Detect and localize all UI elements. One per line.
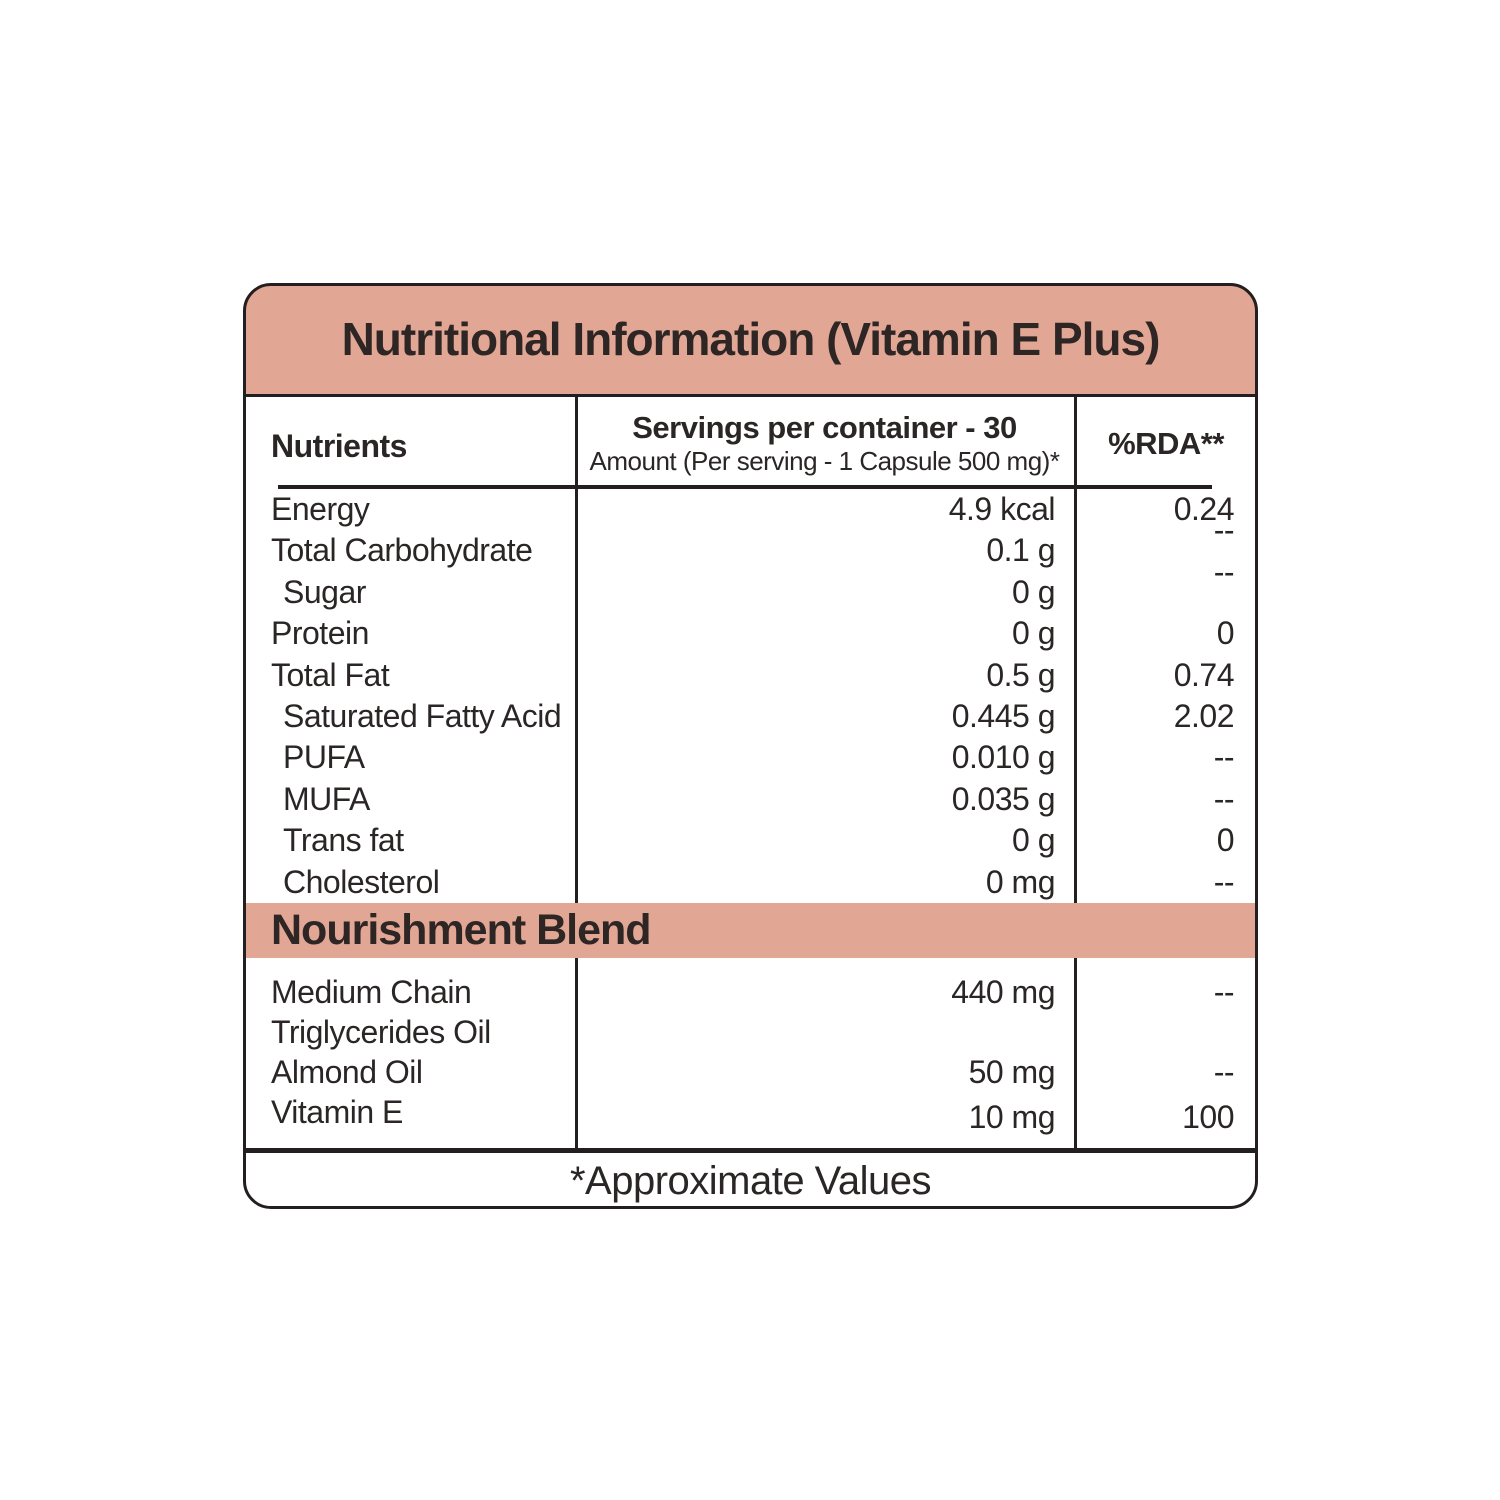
nutrient-row: Cholesterol 0 mg -- [243,862,1258,903]
blend-rda: -- [1213,1054,1235,1090]
nutrient-amount: 0 mg [985,863,1056,900]
nutrient-row: Sugar 0 g -- [243,553,1258,613]
blend-rda: -- [1213,974,1235,1010]
nutrient-row: Protein 0 g 0 [243,613,1258,654]
nutrient-rda: 0.24 [1173,491,1235,527]
nutrient-row: Total Fat 0.5 g 0.74 [243,655,1258,696]
nutrient-row: Total Carbohydrate 0.1 g -- [243,512,1258,571]
nutrient-name: Trans fat [283,822,404,859]
column-header-servings: Servings per container - 30 Amount (Per … [575,397,1074,485]
nutrient-name: Saturated Fatty Acid [283,697,562,734]
nutrient-row: PUFA 0.010 g -- [243,737,1258,778]
nutrient-name: Energy [271,491,370,527]
nutrient-amount: 0 g [1012,615,1055,652]
nutrient-amount: 4.9 kcal [948,491,1056,527]
nutrient-rda: 2.02 [1173,697,1235,734]
nutrition-facts-panel: Nutritional Information (Vitamin E Plus)… [243,283,1258,1209]
nutrient-row: Energy 4.9 kcal 0.24 [243,489,1258,530]
nutrient-rda: -- [1213,512,1235,549]
section-title: Nourishment Blend [271,906,652,954]
blend-rows: Medium Chain Triglycerides Oil 440 mg --… [243,958,1258,1148]
blend-row: Medium Chain Triglycerides Oil 440 mg -- [243,972,1258,1052]
column-divider-2-upper [1074,397,1077,903]
blend-row: Almond Oil 50 mg -- [243,1052,1258,1092]
nutrient-row: Trans fat 0 g 0 [243,820,1258,861]
amount-per-serving-label: Amount (Per serving - 1 Capsule 500 mg)* [589,446,1060,476]
nutrient-name: Total Carbohydrate [271,532,533,569]
nutrient-row: MUFA 0.035 g -- [243,779,1258,820]
nutrient-amount: 0 g [1012,573,1055,610]
column-header-row: Nutrients Servings per container - 30 Am… [243,397,1258,485]
blend-amount: 440 mg [951,974,1055,1010]
nutrient-rda: 0 [1216,822,1235,859]
nutrient-name: PUFA [283,739,365,776]
blend-rda: 100 [1182,1099,1234,1135]
nutrient-rda: -- [1213,780,1235,817]
nutrient-amount: 0.445 g [951,697,1056,734]
nutrient-name: Sugar [283,573,366,610]
nutrient-amount: 0.5 g [986,656,1055,693]
nutrient-name: Total Fat [271,656,390,693]
approximate-values-note: *Approximate Values [569,1158,932,1203]
title-band: Nutritional Information (Vitamin E Plus) [243,283,1258,397]
nutrient-rda: 0 [1216,615,1235,652]
nutrient-rda: -- [1213,863,1235,900]
servings-per-container-label: Servings per container - 30 [632,410,1017,445]
nutrient-rows: Energy 4.9 kcal 0.24 Total Carbohydrate … [243,489,1258,903]
blend-row: Vitamin E 10 mg 100 [243,1092,1258,1135]
nutrient-amount: 0.1 g [986,532,1055,569]
footer-row: *Approximate Values [243,1153,1258,1209]
nourishment-blend-band: Nourishment Blend [243,903,1258,958]
nutrient-amount: 0.010 g [951,739,1056,776]
column-header-rda: %RDA** [1108,426,1224,461]
nutrient-name: Protein [271,615,369,652]
column-divider-1-lower [575,958,578,1148]
column-header-nutrients: Nutrients [271,427,407,464]
blend-amount: 50 mg [968,1054,1056,1090]
nutrient-amount: 0 g [1012,822,1055,859]
nutrient-name: MUFA [283,780,370,817]
blend-name: Almond Oil [271,1054,423,1090]
footer-divider [243,1148,1258,1153]
header-underline [278,485,1212,489]
blend-name: Vitamin E [271,1094,403,1130]
nutrient-rda: -- [1213,739,1235,776]
nutrient-rda: -- [1213,553,1235,590]
nutrient-name: Cholesterol [283,863,440,900]
column-divider-2-lower [1074,958,1077,1148]
blend-name: Medium Chain Triglycerides Oil [271,974,491,1050]
column-divider-1-upper [575,397,578,903]
nutrient-rda: 0.74 [1173,656,1235,693]
nutrient-row: Saturated Fatty Acid 0.445 g 2.02 [243,696,1258,737]
nutrient-amount: 0.035 g [951,780,1056,817]
panel-title: Nutritional Information (Vitamin E Plus) [341,312,1161,365]
blend-amount: 10 mg [968,1099,1056,1135]
